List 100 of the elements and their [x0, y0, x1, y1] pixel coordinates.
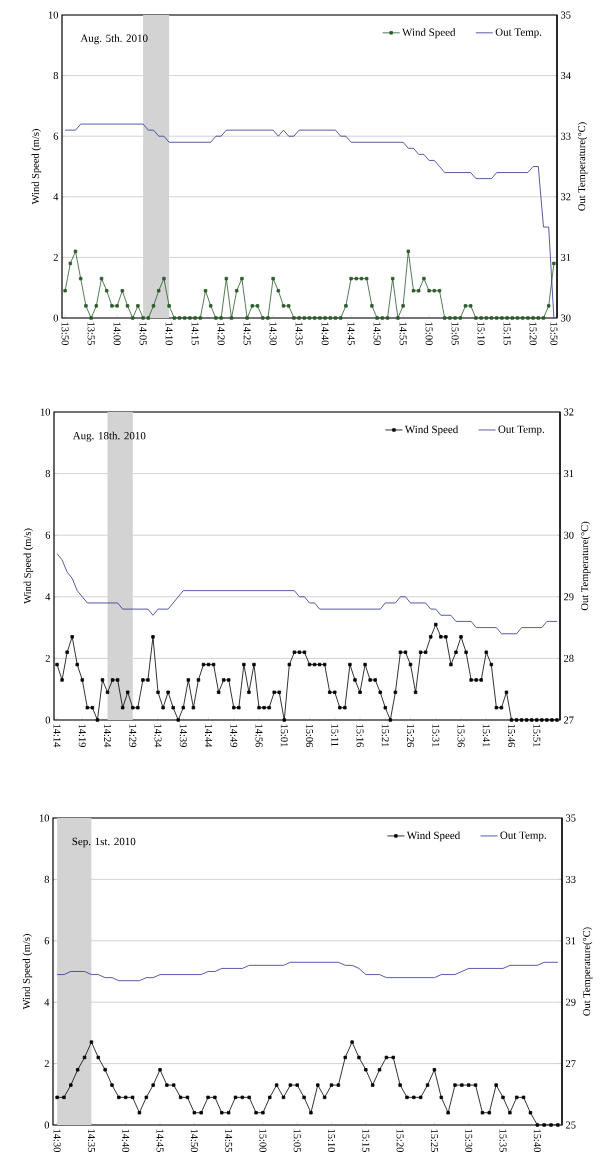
x-tick-label: 15:41 [482, 724, 490, 747]
x-tick-label: 15:15 [503, 322, 511, 345]
x-tick-label: 14:44 [205, 724, 213, 748]
x-tick-label: 14:05 [139, 322, 147, 345]
y2-axis-title: Out Temperature(°C) [582, 927, 593, 1016]
y-axis-title: Wind Speed (m/s) [31, 129, 42, 205]
x-tick-label: 14:14 [53, 724, 61, 748]
y2-axis-title: Out Temperature(°C) [580, 521, 591, 611]
y-tick-label: 6 [53, 132, 59, 140]
y2-tick-label: 31 [561, 253, 571, 261]
x-tick-label: 14:45 [156, 1129, 164, 1152]
x-tick-label: 15:21 [381, 724, 389, 747]
x-tick-label: 15:00 [425, 322, 433, 345]
y-tick-label: 2 [53, 253, 58, 261]
y-axis-title: Wind Speed (m/s) [23, 528, 34, 604]
x-tick-label: 15:16 [356, 724, 364, 748]
y-tick-label: 6 [44, 937, 50, 945]
x-tick-label: 14:40 [122, 1129, 130, 1152]
x-tick-label: 15:26 [407, 724, 415, 748]
y2-tick-label: 31 [564, 470, 574, 478]
x-tick-label: 14:20 [217, 322, 225, 345]
x-tick-label: 13:55 [87, 322, 95, 345]
x-tick-label: 15:35 [499, 1129, 507, 1152]
x-tick-label: 14:15 [191, 322, 199, 345]
y2-tick-label: 33 [566, 875, 576, 883]
y-tick-label: 8 [44, 875, 50, 883]
x-tick-label: 14:24 [104, 724, 112, 748]
y2-tick-label: 29 [565, 998, 576, 1006]
legend-label: Wind Speed [402, 28, 456, 39]
legend-label: Out Temp. [495, 28, 542, 39]
legend-label: Wind Speed [406, 831, 461, 842]
x-tick-label: 15:25 [430, 1129, 438, 1152]
y2-tick-label: 35 [566, 814, 576, 822]
y-tick-label: 10 [40, 408, 51, 416]
x-tick-label: 14:55 [225, 1129, 233, 1152]
y2-tick-label: 34 [561, 72, 571, 80]
y2-tick-label: 31 [566, 937, 576, 945]
x-tick-label: 15:00 [259, 1129, 267, 1152]
y-tick-label: 6 [45, 531, 51, 539]
x-tick-label: 14:35 [87, 1129, 95, 1152]
y2-tick-label: 27 [565, 1060, 576, 1068]
x-tick-label: 14:00 [113, 322, 121, 345]
x-tick-label: 14:34 [154, 724, 162, 748]
x-tick-label: 15:05 [451, 322, 459, 345]
x-tick-label: 15:31 [432, 724, 440, 747]
x-tick-label: 15:10 [327, 1129, 336, 1152]
y2-tick-label: 32 [564, 408, 574, 416]
y-tick-label: 0 [53, 314, 59, 322]
x-tick-label: 14:50 [373, 322, 381, 345]
x-tick-label: 14:40 [321, 322, 329, 345]
annotation: Aug. 5th. 2010 [80, 34, 148, 45]
x-tick-label: 15:06 [305, 724, 314, 748]
x-tick-label: 14:39 [179, 724, 187, 747]
y2-tick-label: 25 [565, 1121, 576, 1129]
y-tick-label: 0 [45, 716, 51, 724]
x-tick-label: 15:20 [529, 322, 537, 345]
y-tick-label: 0 [44, 1121, 50, 1129]
x-tick-label: 14:56 [255, 724, 263, 748]
x-tick-label: 14:30 [269, 322, 277, 345]
x-tick-label: 14:19 [78, 724, 86, 747]
annotation: Sep. 1st. 2010 [72, 837, 136, 848]
y-tick-label: 4 [45, 593, 51, 601]
y2-tick-label: 33 [561, 132, 571, 140]
x-tick-label: 14:30 [53, 1129, 61, 1152]
x-tick-label: 15:50 [550, 322, 558, 345]
y-axis-title: Wind Speed (m/s) [22, 934, 33, 1010]
y2-tick-label: 35 [561, 11, 571, 19]
x-tick-label: 15:51 [533, 724, 541, 747]
y2-tick-label: 27 [563, 716, 574, 724]
y-tick-label: 2 [45, 654, 50, 662]
y-tick-label: 10 [48, 11, 59, 19]
x-tick-label: 15:40 [533, 1129, 541, 1152]
x-tick-label: 14:55 [399, 322, 407, 345]
x-tick-label: 15:36 [457, 724, 465, 748]
legend-label: Out Temp. [500, 831, 546, 842]
x-tick-label: 15:11 [331, 724, 339, 747]
legend-label: Wind Speed [404, 425, 459, 436]
y2-tick-label: 30 [564, 531, 574, 539]
y-tick-label: 4 [44, 998, 50, 1006]
y2-tick-label: 30 [561, 314, 571, 322]
x-tick-label: 14:49 [230, 724, 238, 747]
x-tick-label: 13:50 [61, 322, 69, 345]
y-tick-label: 10 [39, 814, 50, 822]
y-tick-label: 8 [53, 72, 59, 80]
x-tick-label: 14:45 [347, 322, 355, 345]
y2-axis-title: Out Temperature(°C) [577, 122, 588, 211]
x-tick-label: 15:15 [362, 1129, 370, 1152]
y-tick-label: 8 [45, 470, 51, 478]
x-tick-label: 15:30 [465, 1129, 473, 1152]
y2-tick-label: 29 [563, 593, 574, 601]
x-tick-label: 15:10 [477, 322, 485, 345]
annotation: Aug. 18th. 2010 [72, 431, 146, 442]
y-tick-label: 2 [44, 1060, 49, 1068]
x-tick-label: 14:25 [243, 322, 251, 345]
y-tick-label: 4 [53, 193, 59, 201]
y2-tick-label: 28 [563, 654, 574, 662]
x-tick-label: 14:29 [129, 724, 137, 747]
x-tick-label: 15:46 [508, 724, 516, 748]
legend-label: Out Temp. [498, 425, 544, 436]
x-tick-label: 14:35 [295, 322, 303, 345]
